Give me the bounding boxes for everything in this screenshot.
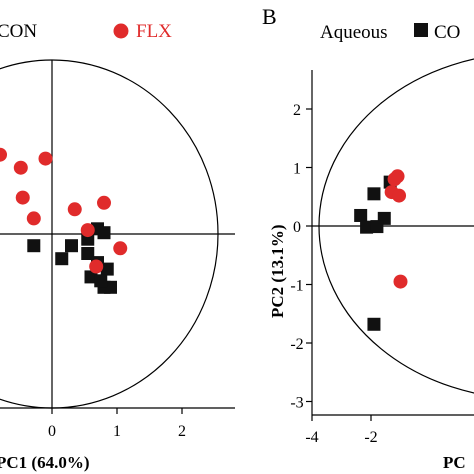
panel-a-x-tick-label: 0 [48, 423, 56, 440]
legend-label-flx: FLX [136, 21, 172, 42]
panel-b-y-axis-label: PC2 (13.1%) [268, 225, 287, 318]
panel-b-x-tick-label: -2 [364, 429, 377, 446]
data-point-square [354, 208, 368, 222]
data-point-circle [0, 147, 7, 162]
legend-marker-flx [113, 23, 129, 39]
data-point-square [370, 220, 384, 234]
legend-label-aqueous: Aqueous [320, 22, 388, 43]
panel-b: B Aqueous CO -4 -2 PC2 (13.1%) PC [262, 4, 474, 472]
data-point-square [100, 262, 114, 276]
data-point-circle [67, 202, 82, 217]
panel-b-y-tick-label: 2 [293, 102, 301, 119]
legend-label-co: CO [434, 22, 460, 43]
data-point-circle [393, 274, 408, 289]
panel-b-points [354, 169, 408, 331]
panel-b-plot: -4 -2 [305, 58, 474, 446]
data-point-square [94, 274, 108, 288]
data-point-circle [26, 211, 41, 226]
panel-b-x-axis-label: PC [443, 453, 466, 472]
panel-a-plot: 0 1 2 [0, 59, 235, 440]
panel-b-y-ticks [306, 108, 312, 403]
data-point-circle [15, 190, 30, 205]
panel-a-x-ticks: 0 1 2 [48, 408, 186, 440]
data-point-square [367, 187, 381, 201]
panel-a-legend: CON FLX [0, 21, 172, 42]
panel-b-y-tick-label: -2 [290, 336, 303, 353]
legend-label-con: CON [0, 21, 37, 42]
data-point-circle [89, 259, 104, 274]
panel-b-x-tick-label: -4 [305, 429, 318, 446]
panel-b-label: B [262, 4, 277, 29]
data-point-square [55, 252, 69, 266]
data-point-square [360, 220, 374, 234]
data-point-circle [97, 195, 111, 210]
data-point-circle [387, 172, 402, 187]
panel-b-x-ticks: -4 -2 [305, 415, 378, 446]
panel-a-x-tick-label: 1 [113, 423, 121, 440]
data-point-circle [13, 160, 28, 175]
data-point-square [27, 239, 41, 253]
data-point-circle [113, 241, 128, 256]
panel-b-y-tick-label: -1 [290, 278, 303, 295]
data-point-circle [38, 151, 53, 166]
legend-marker-co [414, 23, 428, 37]
panel-b-y-tick-label: -3 [290, 395, 303, 412]
panel-a-x-tick-label: 2 [178, 423, 186, 440]
data-point-circle [392, 188, 407, 203]
data-point-square [65, 239, 78, 253]
panel-a-points [0, 147, 128, 294]
panel-a-x-axis-label: PC1 (64.0%) [0, 453, 89, 472]
data-point-circle [80, 223, 95, 238]
panel-b-legend: Aqueous CO [320, 22, 460, 43]
panel-b-y-tick-label: 0 [293, 219, 301, 236]
data-point-square [367, 317, 381, 331]
panel-b-y-tick-label: 1 [293, 161, 301, 178]
panel-a: CON FLX 0 1 2 PC1 (64.0%) [0, 21, 235, 472]
data-point-square [97, 226, 111, 240]
